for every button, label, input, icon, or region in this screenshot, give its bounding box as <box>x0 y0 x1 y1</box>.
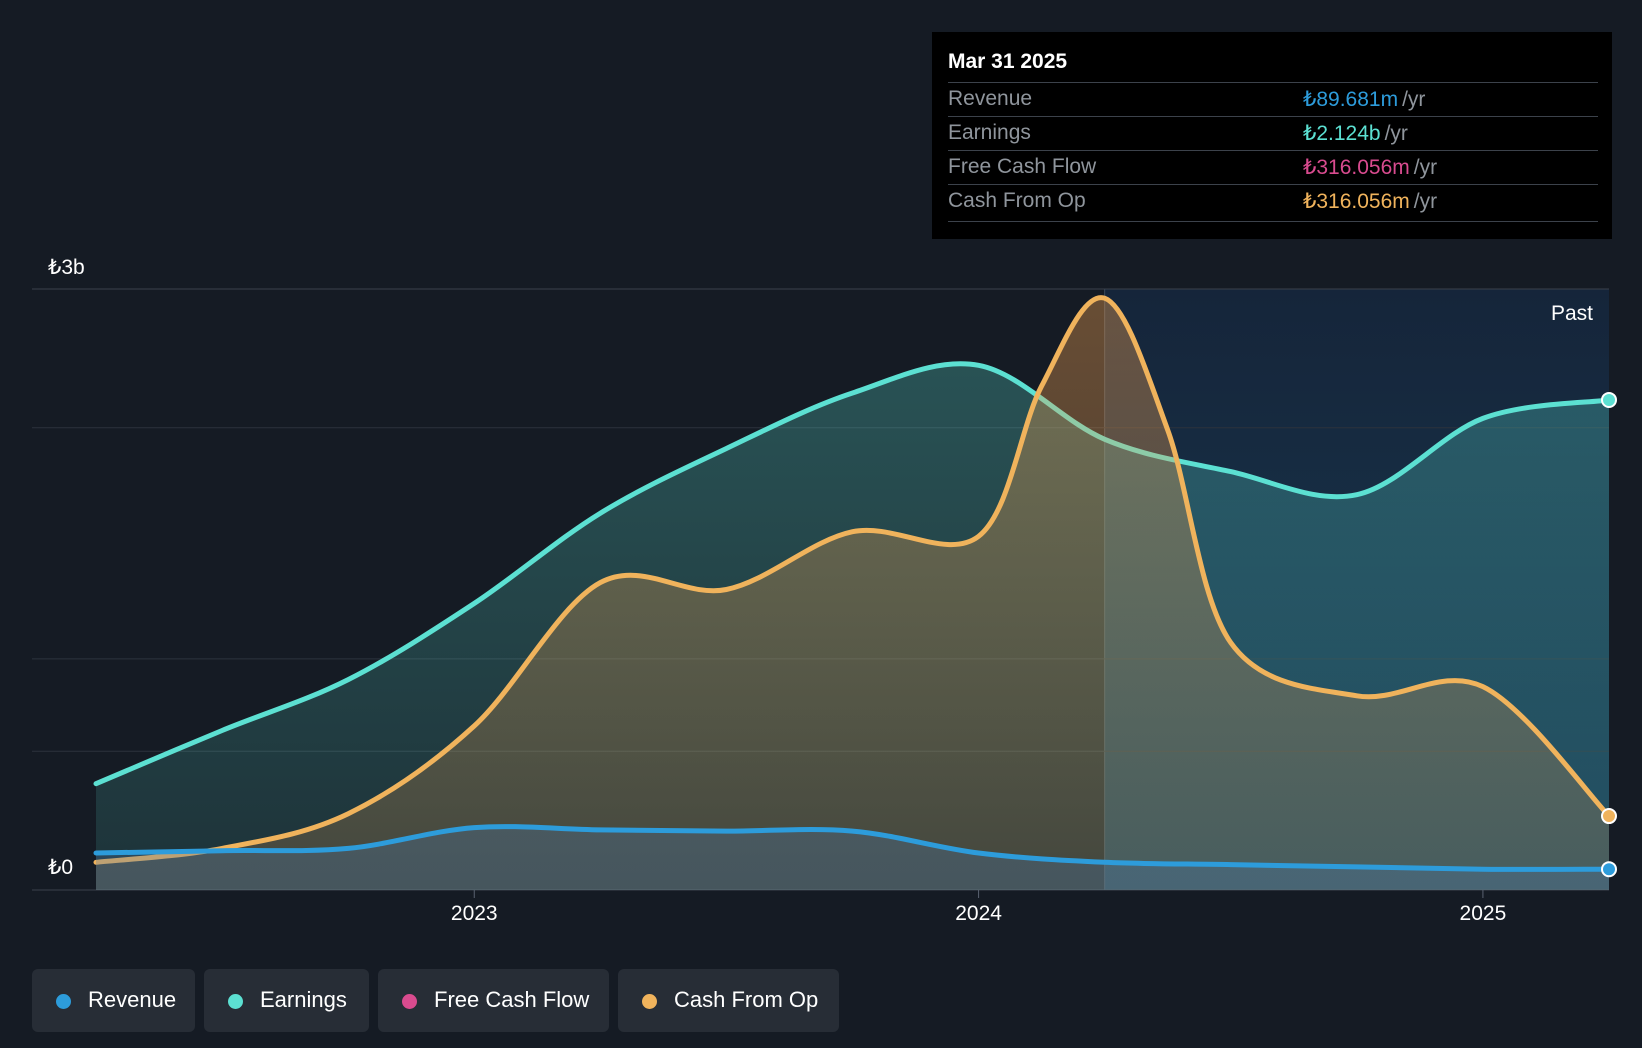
tooltip-label: Cash From Op <box>948 189 1086 212</box>
revenue-area <box>96 826 1609 890</box>
earnings-end-marker <box>1601 391 1617 408</box>
tooltip-row-revenue: Revenue ₺89.681m/yr <box>948 82 1598 117</box>
earnings-line <box>93 361 1612 787</box>
tooltip-row-free-cash-flow: Free Cash Flow ₺316.056m/yr <box>948 150 1598 185</box>
past-label: Past <box>1551 302 1593 325</box>
tooltip-value: ₺316.056m <box>1303 190 1410 213</box>
legend-label: Free Cash Flow <box>434 987 590 1012</box>
y-tick-label-zero: ₺0 <box>48 856 73 879</box>
tooltip-row-earnings: Earnings ₺2.124b/yr <box>948 116 1598 151</box>
legend-item-revenue[interactable]: Revenue <box>32 969 195 1032</box>
tooltip-date: Mar 31 2025 <box>948 50 1068 73</box>
x-tick-label: 2023 <box>451 902 498 925</box>
tooltip-value: ₺89.681m <box>1303 88 1399 111</box>
revenue-line <box>93 824 1612 872</box>
tooltip-unit: /yr <box>1384 122 1408 145</box>
cash-from-op-line <box>93 295 1612 865</box>
tooltip-value: ₺316.056m <box>1303 156 1410 179</box>
tooltip-unit: /yr <box>1413 190 1438 213</box>
revenue-dot-icon <box>56 994 71 1009</box>
x-tick-label: 2025 <box>1460 902 1507 925</box>
cash-from-op-end-marker <box>1601 808 1617 825</box>
earnings-dot-icon <box>228 994 243 1009</box>
legend-item-earnings[interactable]: Earnings <box>204 969 369 1032</box>
legend-label: Revenue <box>88 987 177 1012</box>
tooltip-label: Revenue <box>948 87 1033 110</box>
cash-from-op-area <box>96 297 1609 890</box>
cash-from-op-dot-icon <box>642 994 657 1009</box>
tooltip-label: Free Cash Flow <box>948 155 1097 178</box>
tooltip-unit: /yr <box>1402 88 1426 111</box>
tooltip-row-cash-from-op: Cash From Op ₺316.056m/yr <box>948 184 1598 219</box>
tooltip-divider <box>948 221 1598 222</box>
legend-label: Cash From Op <box>674 987 819 1012</box>
x-tick-label: 2024 <box>955 902 1002 925</box>
legend-label: Earnings <box>260 987 347 1012</box>
tooltip-value: ₺2.124b <box>1303 122 1381 145</box>
free-cash-flow-dot-icon <box>402 994 417 1009</box>
tooltip-label: Earnings <box>948 121 1031 144</box>
tooltip-unit: /yr <box>1413 156 1438 179</box>
y-tick-label-top: ₺3b <box>48 256 85 279</box>
revenue-end-marker <box>1601 861 1617 878</box>
legend-item-free-cash-flow[interactable]: Free Cash Flow <box>378 969 609 1032</box>
legend-item-cash-from-op[interactable]: Cash From Op <box>618 969 839 1032</box>
tooltip-panel: Mar 31 2025 Revenue ₺89.681m/yr Earnings… <box>932 32 1612 239</box>
